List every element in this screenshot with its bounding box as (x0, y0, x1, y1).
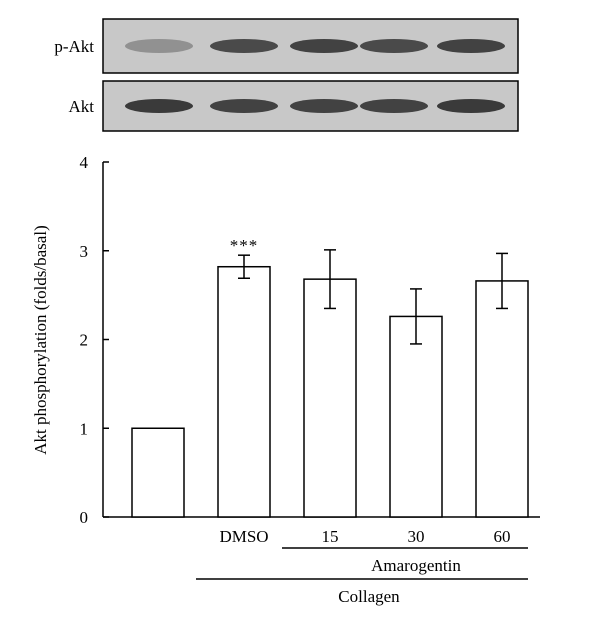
blot-band (125, 99, 193, 113)
x-tick-label: 15 (322, 527, 339, 546)
y-tick-label: 4 (80, 153, 89, 172)
y-tick-label: 2 (80, 331, 89, 350)
y-axis-label: Akt phosphorylation (folds/basal) (31, 225, 50, 454)
group-label: Collagen (338, 587, 400, 606)
bar (217, 265, 271, 518)
blot-band (125, 39, 193, 53)
bar (475, 280, 529, 518)
blot-band (360, 39, 428, 53)
blot-band (290, 99, 358, 113)
blot-band (437, 39, 505, 53)
blot-band (210, 99, 278, 113)
western-blot-panel: p-Akt Akt (54, 18, 519, 132)
y-tick-label: 1 (80, 419, 89, 438)
x-tick-label: 60 (494, 527, 511, 546)
blot-band (360, 99, 428, 113)
x-tick-label: 30 (408, 527, 425, 546)
group-label: Amarogentin (371, 556, 461, 575)
x-tick-label: DMSO (219, 527, 268, 546)
y-tick-label: 0 (80, 508, 89, 527)
y-tick-label: 3 (80, 242, 89, 261)
significance-annotation: *** (230, 236, 259, 255)
bar (131, 427, 185, 518)
blot-band (290, 39, 358, 53)
bar-chart: Akt phosphorylation (folds/basal) 0 1 2 3 4 D… (31, 153, 540, 606)
bar (303, 278, 357, 518)
blot-row-label: Akt (69, 97, 95, 116)
bar (389, 315, 443, 518)
blot-row-label: p-Akt (54, 37, 94, 56)
blot-band (437, 99, 505, 113)
blot-band (210, 39, 278, 53)
